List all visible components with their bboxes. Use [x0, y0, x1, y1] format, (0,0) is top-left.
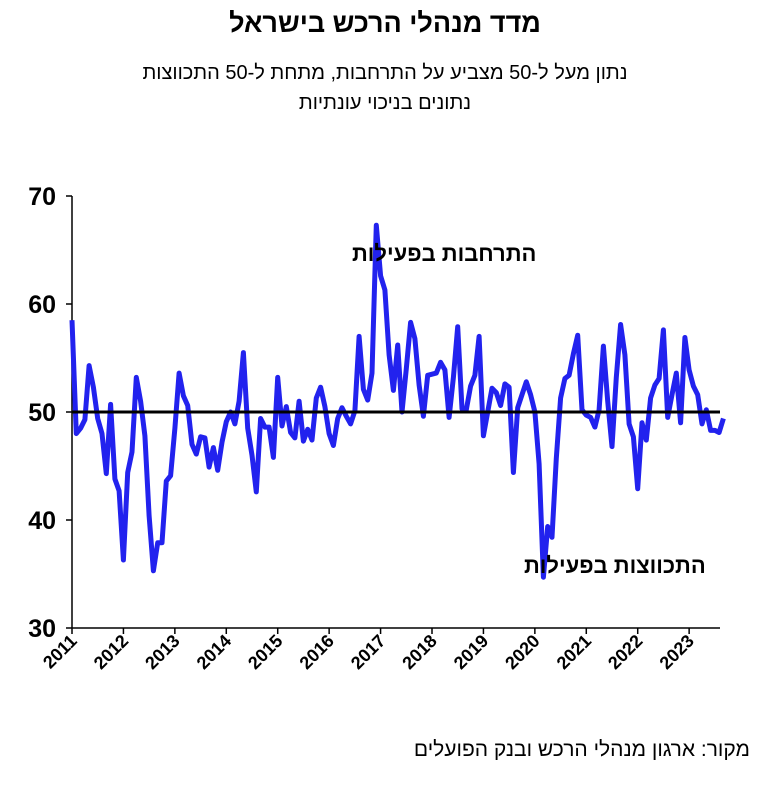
- x-tick-label: 2014: [193, 631, 235, 673]
- source-note: מקור: ארגון מנהלי הרכש ובנק הפועלים: [413, 738, 750, 761]
- subtitle-line-1: נתון מעל ל-50 מצביע על התרחבות, מתחת ל-5…: [142, 62, 628, 84]
- x-tick-label: 2012: [90, 631, 132, 673]
- y-tick-label: 70: [28, 183, 56, 211]
- annotation-expansion: התרחבות בפעילות: [352, 241, 536, 266]
- x-tick-label: 2019: [450, 631, 492, 673]
- y-tick-label: 50: [28, 399, 56, 427]
- x-tick-label: 2017: [347, 631, 389, 673]
- x-tick-label: 2018: [398, 631, 440, 673]
- y-tick-label: 40: [28, 507, 56, 535]
- x-tick-label: 2021: [553, 631, 595, 673]
- x-tick-label: 2016: [296, 631, 338, 673]
- series-line: [69, 222, 726, 580]
- subtitle-line-2: נתונים בניכוי עונתיות: [298, 92, 472, 114]
- x-tick-label: 2022: [604, 631, 646, 673]
- y-tick-label: 30: [28, 615, 56, 643]
- x-tick-label: 2020: [501, 631, 543, 673]
- x-tick-label: 2015: [244, 631, 286, 673]
- chart-title: מדד מנהלי הרכש בישראל: [229, 8, 541, 38]
- line-chart: 30 40 50 60 70 2011 2012 2013 2014 2015 2016 2017 2…: [28, 183, 726, 673]
- y-tick-label: 60: [28, 291, 56, 319]
- x-tick-label: 2013: [141, 631, 183, 673]
- annotation-contraction: התכווצות בפעילות: [524, 553, 706, 578]
- x-tick-label: 2023: [656, 631, 698, 673]
- x-axis-ticks: 2011 2012 2013 2014 2015 2016 2017 2018 2019 2020…: [39, 628, 698, 673]
- y-axis-ticks: 30 40 50 60 70: [28, 183, 72, 643]
- chart-subtitle: נתון מעל ל-50 מצביע על התרחבות, מתחת ל-5…: [0, 58, 770, 118]
